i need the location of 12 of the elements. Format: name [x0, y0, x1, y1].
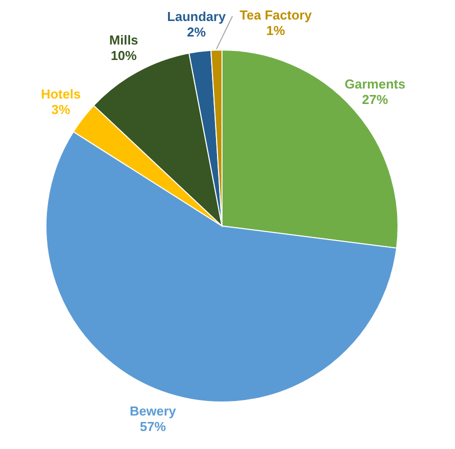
data-label: 2% — [187, 24, 206, 40]
data-label: 27% — [362, 92, 388, 108]
slice-label: Garments — [344, 76, 406, 92]
data-label: 3% — [51, 102, 71, 117]
slice-label: Mills — [109, 32, 138, 48]
slice-label: Laundary — [167, 9, 226, 24]
data-label: 1% — [266, 23, 286, 38]
data-label: 10% — [110, 48, 138, 64]
data-label: 57% — [140, 418, 166, 434]
slice-label: Hotels — [40, 86, 81, 102]
slice-label: Tea Factory — [240, 8, 312, 22]
slice-label: Bewery — [130, 403, 177, 418]
